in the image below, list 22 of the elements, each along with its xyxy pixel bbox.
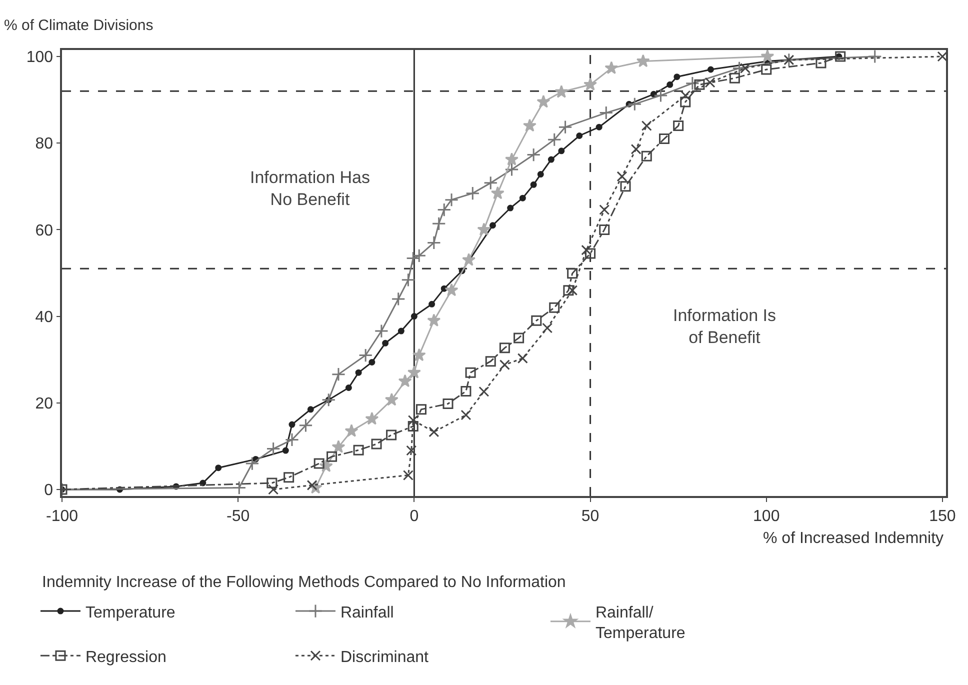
y-tick-label: 100 [26, 49, 54, 66]
legend-label: Temperature [85, 604, 176, 622]
x-tick-label: 50 [581, 508, 600, 525]
x-tick-label: -50 [226, 508, 250, 525]
x-axis-title: % of Increased Indemnity [763, 530, 944, 547]
annotation: Information Has No Benefit [250, 168, 370, 210]
y-tick-label: 20 [35, 396, 54, 412]
legend-label: Discriminant [340, 648, 430, 666]
y-axis-title: % of Climate Divisions [4, 17, 154, 34]
x-tick-label: 100 [753, 508, 780, 525]
legend-label: Regression [85, 648, 166, 666]
legend-label: Rainfall/ Temperature [595, 604, 686, 642]
annotation: Information Is of Benefit [673, 306, 776, 348]
y-tick-label: 40 [35, 308, 54, 326]
legend-title: Indemnity Increase of the Following Methods Compared to No Information [42, 574, 566, 591]
x-tick-label: 0 [410, 508, 419, 525]
y-tick-label: 80 [35, 136, 54, 153]
y-tick-label: 60 [35, 222, 54, 240]
x-tick-label: -100 [46, 508, 78, 525]
x-tick-label: 150 [929, 508, 956, 525]
legend-label: Rainfall [340, 604, 394, 622]
y-tick-label: 0 [44, 482, 54, 500]
